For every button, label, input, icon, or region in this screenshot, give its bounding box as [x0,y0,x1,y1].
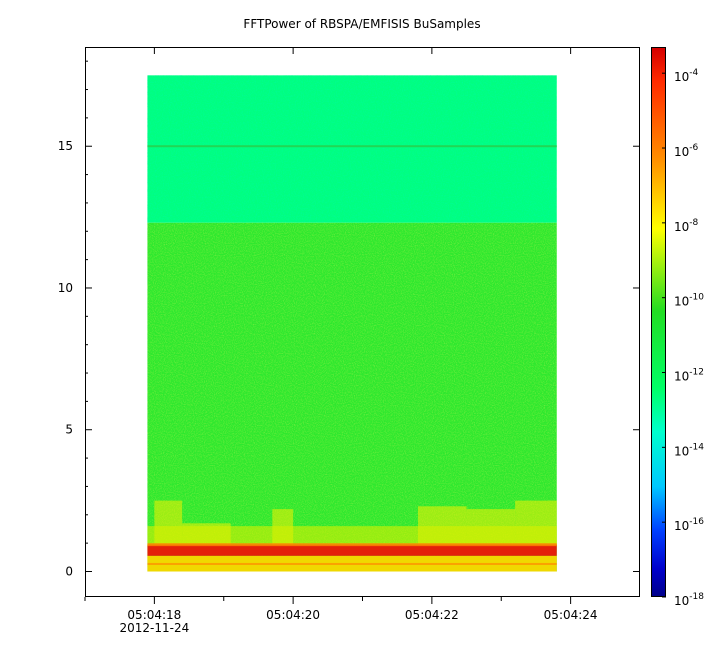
colorbar [651,47,666,597]
colorbar-tick-label: 10-4 [674,68,699,84]
x-tick-sublabel: 2012-11-24 [120,621,190,635]
x-tick-label: 05:04:20 [266,608,320,622]
y-tick-label: 0 [65,564,73,578]
colorbar-tick-label: 10-18 [674,592,704,608]
heatmap-band-bottom-line [147,562,557,565]
colorbar-tick-label: 10-16 [674,517,704,533]
heatmap-line-feature [147,145,557,148]
colorbar-tick-label: 10-6 [674,143,699,159]
y-tick-label: 5 [65,423,73,437]
heatmap-texture-upper [147,75,557,223]
colorbar-tick-label: 10-12 [674,368,704,384]
heatmap-band-lowyellow [147,526,557,546]
colorbar-tick-label: 10-8 [674,218,699,234]
chart-title: FFTPower of RBSPA/EMFISIS BuSamples [243,17,481,31]
x-tick-label: 05:04:22 [405,608,459,622]
y-tick-label: 10 [58,281,73,295]
heatmap-band-red-edge [147,543,557,547]
x-tick-label: 05:04:18 [127,608,181,622]
heatmap-band-red [147,544,557,556]
colorbar-tick-label: 10-10 [674,293,704,309]
colorbar-tick-label: 10-14 [674,442,704,458]
y-tick-label: 15 [58,139,73,153]
x-tick-label: 05:04:24 [544,608,598,622]
